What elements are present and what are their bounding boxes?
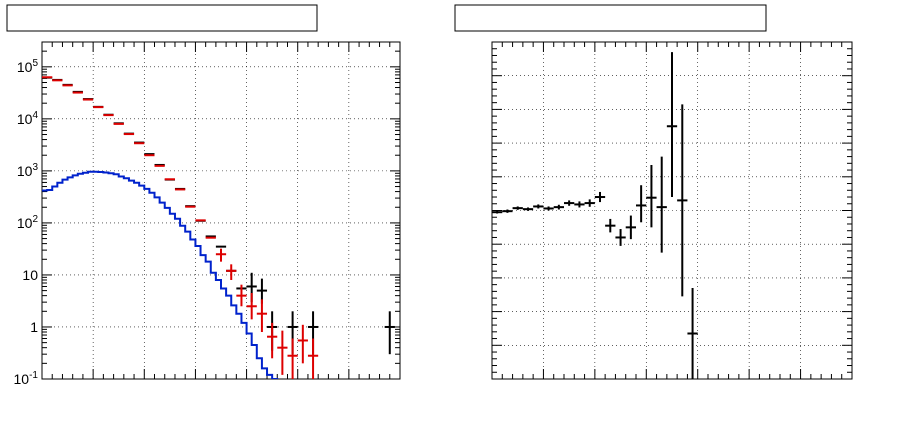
data-point	[502, 209, 513, 213]
y-tick-label: 102	[17, 214, 39, 231]
model-histogram-line	[42, 170, 279, 379]
y-tick-label: 10-1	[14, 370, 39, 387]
data-point	[677, 104, 688, 297]
data-point	[656, 156, 667, 253]
grid	[41, 42, 401, 380]
data-point	[646, 165, 657, 228]
x-axis	[41, 42, 401, 379]
data-point	[584, 199, 595, 207]
y-tick-label: 103	[17, 162, 39, 179]
y-axis	[492, 41, 852, 380]
data-point	[236, 284, 247, 307]
data-point	[666, 52, 678, 198]
data-point	[543, 206, 554, 211]
series-layer	[42, 76, 395, 379]
data-point	[226, 264, 237, 280]
data-point	[605, 218, 616, 233]
data-point	[492, 210, 503, 214]
y-tick-label: 105	[17, 58, 39, 75]
title-box	[6, 4, 318, 32]
data-point	[533, 204, 544, 209]
data-point	[246, 292, 257, 320]
data-point	[256, 299, 268, 333]
y-axis: 10-1 1 10 102 103 104 105	[14, 41, 400, 387]
data-point	[512, 206, 523, 210]
data-point	[564, 200, 575, 206]
data-point	[687, 288, 698, 379]
series-layer	[492, 52, 698, 379]
residual-panel	[454, 4, 853, 380]
data-point	[287, 338, 298, 379]
data-point	[625, 215, 636, 240]
data-point	[384, 311, 395, 355]
y-tick-label: 1	[30, 319, 38, 335]
data-point	[636, 185, 647, 223]
data-point	[594, 191, 606, 203]
data-point	[615, 229, 626, 246]
data-point	[267, 322, 278, 359]
data-point	[297, 324, 308, 364]
data-point	[277, 330, 288, 375]
data-point	[574, 201, 585, 208]
title-box	[454, 4, 767, 32]
x-axis	[491, 42, 853, 379]
plot-frame	[41, 41, 401, 380]
data-point	[307, 338, 319, 379]
data-point	[522, 207, 534, 211]
data-point	[215, 248, 227, 262]
y-tick-label: 10	[22, 267, 38, 283]
counts-panel: 10-1 1 10 102 103 104 105	[6, 4, 401, 387]
data-point	[553, 204, 564, 210]
y-tick-label: 104	[17, 110, 39, 127]
